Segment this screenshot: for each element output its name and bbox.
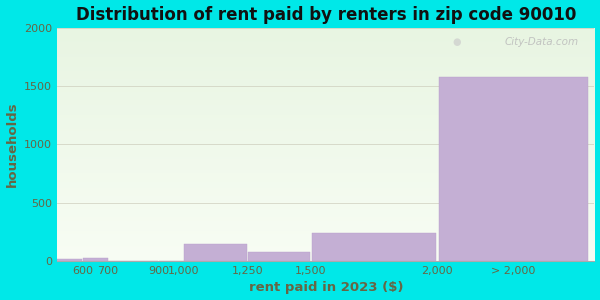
Bar [83,258,107,261]
Y-axis label: households: households [5,102,19,187]
X-axis label: rent paid in 2023 ($): rent paid in 2023 ($) [248,281,403,294]
Text: City-Data.com: City-Data.com [504,37,578,47]
Bar [248,252,310,261]
Text: ●: ● [452,37,461,47]
Bar [58,259,82,261]
Bar [439,77,588,261]
Bar [184,244,247,261]
Title: Distribution of rent paid by renters in zip code 90010: Distribution of rent paid by renters in … [76,6,576,24]
Bar [312,233,436,261]
